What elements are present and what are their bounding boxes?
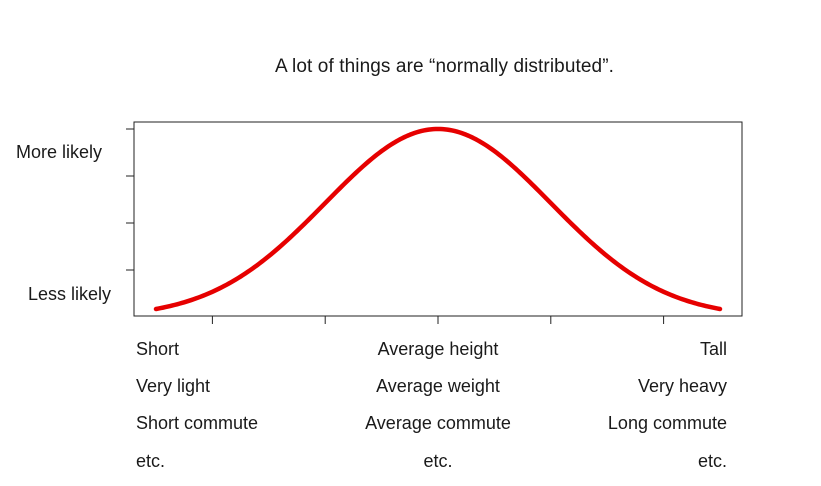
normal-curve (153, 126, 723, 312)
y-ticks (126, 128, 134, 271)
x-label-short: Short (136, 339, 180, 359)
x-label-short-commute: Short commute (136, 413, 259, 433)
x-ticks (211, 316, 665, 324)
x-label-very-light: Very light (136, 376, 211, 396)
x-label-row-height: Short Average height Tall (0, 339, 821, 365)
x-label-row-etc: etc. etc. etc. (0, 451, 821, 477)
x-label-row-weight: Very light Average weight Very heavy (0, 376, 821, 402)
x-label-average-height: Average height (377, 339, 499, 359)
x-label-very-heavy: Very heavy (637, 376, 727, 396)
x-label-row-commute: Short commute Average commute Long commu… (0, 413, 821, 439)
x-label-etc-right: etc. (697, 451, 727, 471)
x-label-etc-center: etc. (423, 451, 453, 471)
page-title: A lot of things are “normally distribute… (274, 56, 615, 77)
x-label-etc-left: etc. (136, 451, 166, 471)
x-label-tall: Tall (699, 339, 727, 359)
x-label-long-commute: Long commute (607, 413, 727, 433)
y-label-more-likely: More likely (16, 142, 103, 162)
x-label-average-weight: Average weight (376, 376, 500, 396)
y-label-less-likely: Less likely (28, 284, 112, 304)
x-label-average-commute: Average commute (365, 413, 511, 433)
